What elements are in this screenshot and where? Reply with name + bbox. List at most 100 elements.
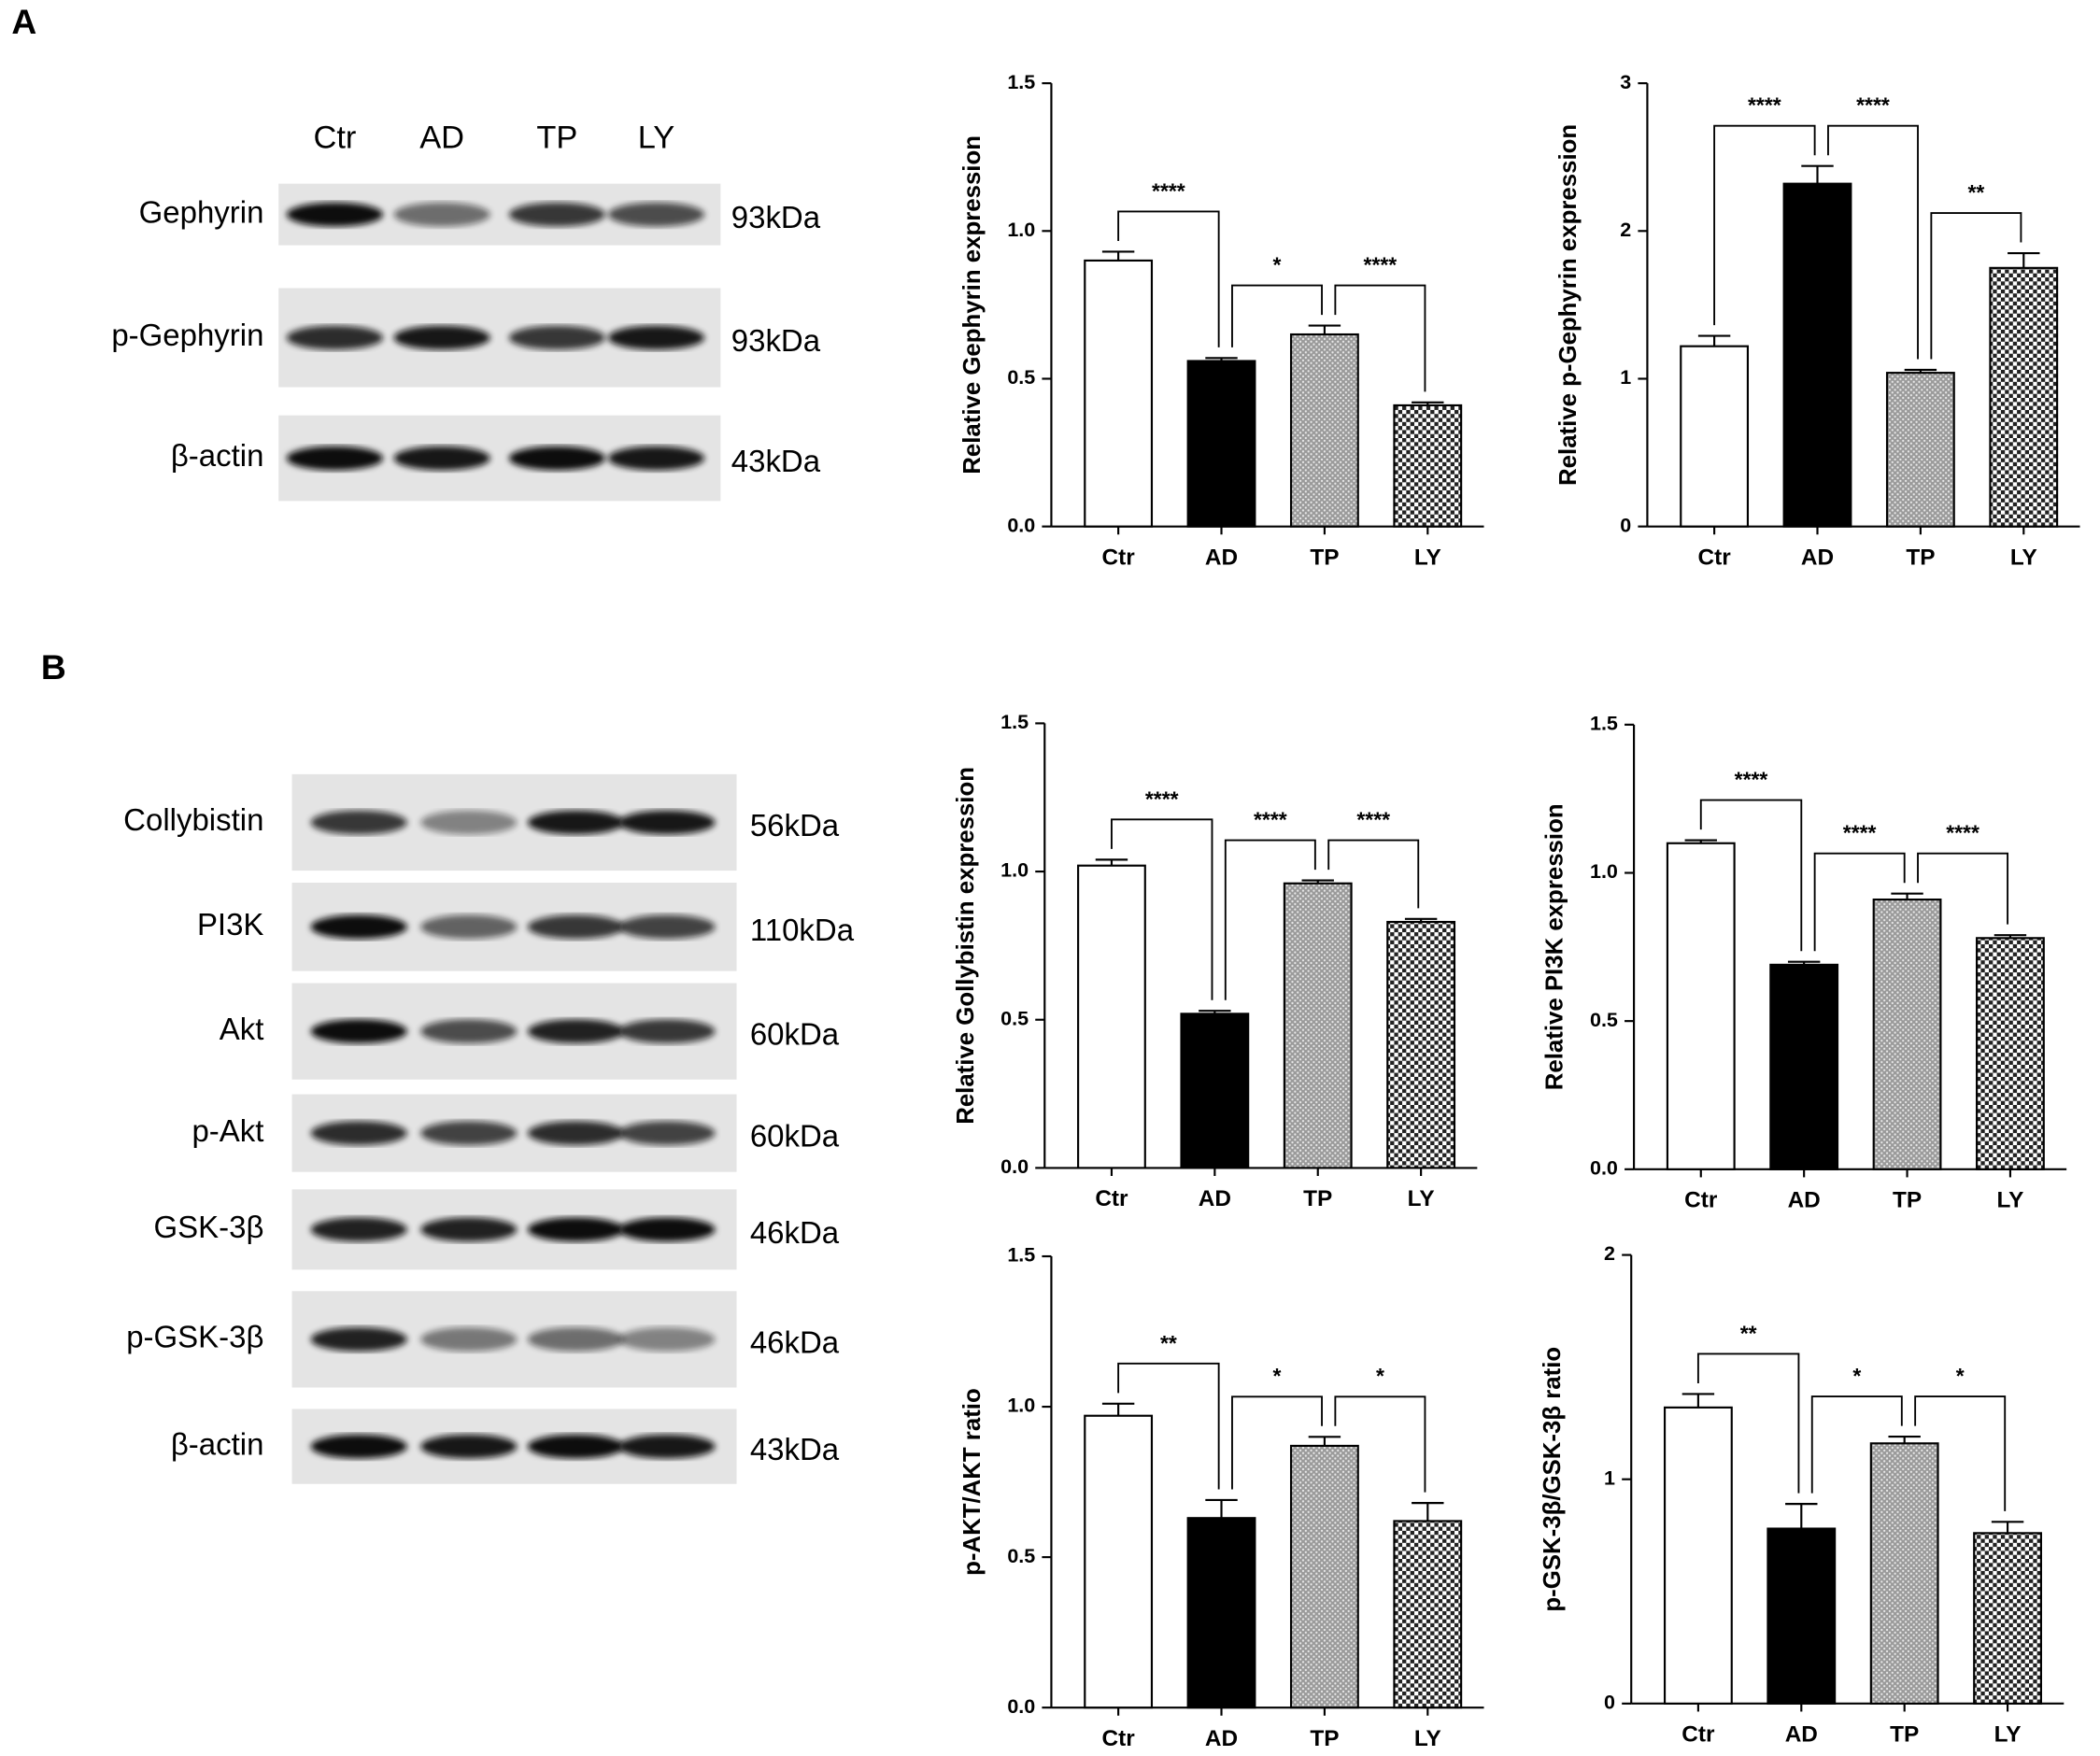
blot-band <box>420 1326 518 1352</box>
bar <box>1084 1414 1154 1709</box>
blot-band <box>420 810 518 835</box>
x-tick-label: TP <box>1303 1186 1332 1211</box>
protein-label: PI3K <box>197 907 263 942</box>
y-tick-label: 1.5 <box>1590 713 1618 735</box>
bar <box>1680 345 1750 528</box>
significance-label: **** <box>1145 786 1179 811</box>
blot-band <box>607 202 705 227</box>
blot-band <box>508 446 606 471</box>
lane-label: TP <box>536 120 577 155</box>
blot-band <box>607 325 705 350</box>
y-tick-label: 2 <box>1620 219 1631 241</box>
significance-bracket <box>1699 799 1803 952</box>
blot-band <box>393 202 490 227</box>
bar <box>1180 1013 1250 1169</box>
x-tick-label: Ctr <box>1102 545 1136 571</box>
bar <box>1386 920 1456 1169</box>
bar <box>1186 360 1256 528</box>
lane-label: LY <box>638 120 675 155</box>
bar <box>1283 882 1353 1169</box>
blot-band <box>286 446 384 471</box>
y-tick-label: 3 <box>1620 71 1631 93</box>
y-axis-label: Relative Gollybistin expression <box>953 767 979 1125</box>
blot-band <box>618 1121 716 1146</box>
size-label: 93kDa <box>731 323 821 358</box>
blot-band <box>607 446 705 471</box>
x-tick-label: LY <box>1414 1726 1441 1751</box>
significance-label: * <box>1956 1364 1965 1388</box>
blot-band <box>618 914 716 940</box>
lane-label: AD <box>419 120 464 155</box>
size-label: 46kDa <box>750 1324 840 1359</box>
blot-band <box>286 325 384 350</box>
y-tick-label: 0 <box>1620 514 1631 536</box>
significance-bracket <box>1914 1395 2007 1511</box>
significance-label: **** <box>1356 808 1390 832</box>
bar <box>1872 898 1942 1170</box>
x-tick-label: Ctr <box>1684 1188 1718 1213</box>
x-tick-label: Ctr <box>1681 1722 1715 1748</box>
bar <box>1186 1517 1256 1709</box>
protein-label: Collybistin <box>123 802 263 837</box>
significance-label: ** <box>1160 1331 1177 1355</box>
y-tick-label: 0.0 <box>1007 514 1035 536</box>
blot-band <box>310 914 407 940</box>
blot-band <box>310 1019 407 1044</box>
y-tick-label: 0.0 <box>1007 1695 1035 1718</box>
size-label: 46kDa <box>750 1215 840 1250</box>
blot-band <box>527 1019 625 1044</box>
protein-label: p-Akt <box>192 1113 263 1148</box>
x-tick-label: TP <box>1310 1726 1339 1751</box>
bar <box>1289 1444 1359 1709</box>
blot-band <box>618 1217 716 1242</box>
blot-band <box>420 1434 518 1459</box>
x-tick-label: LY <box>2010 545 2037 571</box>
x-tick-label: Ctr <box>1095 1186 1128 1211</box>
significance-label: * <box>1376 1364 1384 1388</box>
blot-band <box>420 1019 518 1044</box>
significance-bracket <box>1111 818 1213 1000</box>
bar <box>1973 1532 2042 1705</box>
blot-band <box>508 202 606 227</box>
x-tick-label: LY <box>1414 545 1441 571</box>
x-tick-label: LY <box>1408 1186 1435 1211</box>
bar <box>1989 266 2059 528</box>
protein-label: p-Gephyrin <box>111 318 263 352</box>
blot-band <box>420 1217 518 1242</box>
lane-label: Ctr <box>313 120 356 155</box>
significance-label: **** <box>1946 821 1979 845</box>
protein-label: β-actin <box>171 1426 264 1461</box>
size-label: 110kDa <box>750 913 855 947</box>
blot-band <box>420 914 518 940</box>
y-tick-label: 2 <box>1604 1242 1615 1265</box>
size-label: 93kDa <box>731 200 821 234</box>
bar <box>1767 1527 1837 1705</box>
bar <box>1869 1442 1939 1705</box>
y-tick-label: 1 <box>1620 366 1631 389</box>
y-tick-label: 1.0 <box>1590 860 1618 883</box>
x-tick-label: AD <box>1801 545 1834 571</box>
significance-bracket <box>1827 124 1919 360</box>
x-tick-label: AD <box>1785 1722 1818 1748</box>
bar <box>1077 864 1146 1169</box>
blot-band <box>618 1326 716 1352</box>
y-tick-label: 1.0 <box>1007 219 1035 241</box>
x-tick-label: Ctr <box>1102 1726 1136 1751</box>
y-tick-label: 1.0 <box>1007 1395 1035 1417</box>
blot-band <box>527 914 625 940</box>
blot-band <box>618 810 716 835</box>
x-tick-label: AD <box>1205 1726 1238 1751</box>
x-tick-label: TP <box>1893 1188 1922 1213</box>
y-axis-label: Relative PI3K expression <box>1542 803 1568 1090</box>
blot-band <box>310 810 407 835</box>
x-tick-label: AD <box>1788 1188 1821 1213</box>
protein-label: β-actin <box>171 438 264 473</box>
bar <box>1393 404 1463 528</box>
blot-band <box>527 1217 625 1242</box>
y-tick-label: 0.0 <box>1000 1155 1029 1178</box>
protein-label: GSK-3β <box>154 1210 264 1244</box>
blot-band <box>527 1121 625 1146</box>
y-tick-label: 0 <box>1604 1692 1615 1714</box>
protein-label: Gephyrin <box>139 194 264 229</box>
